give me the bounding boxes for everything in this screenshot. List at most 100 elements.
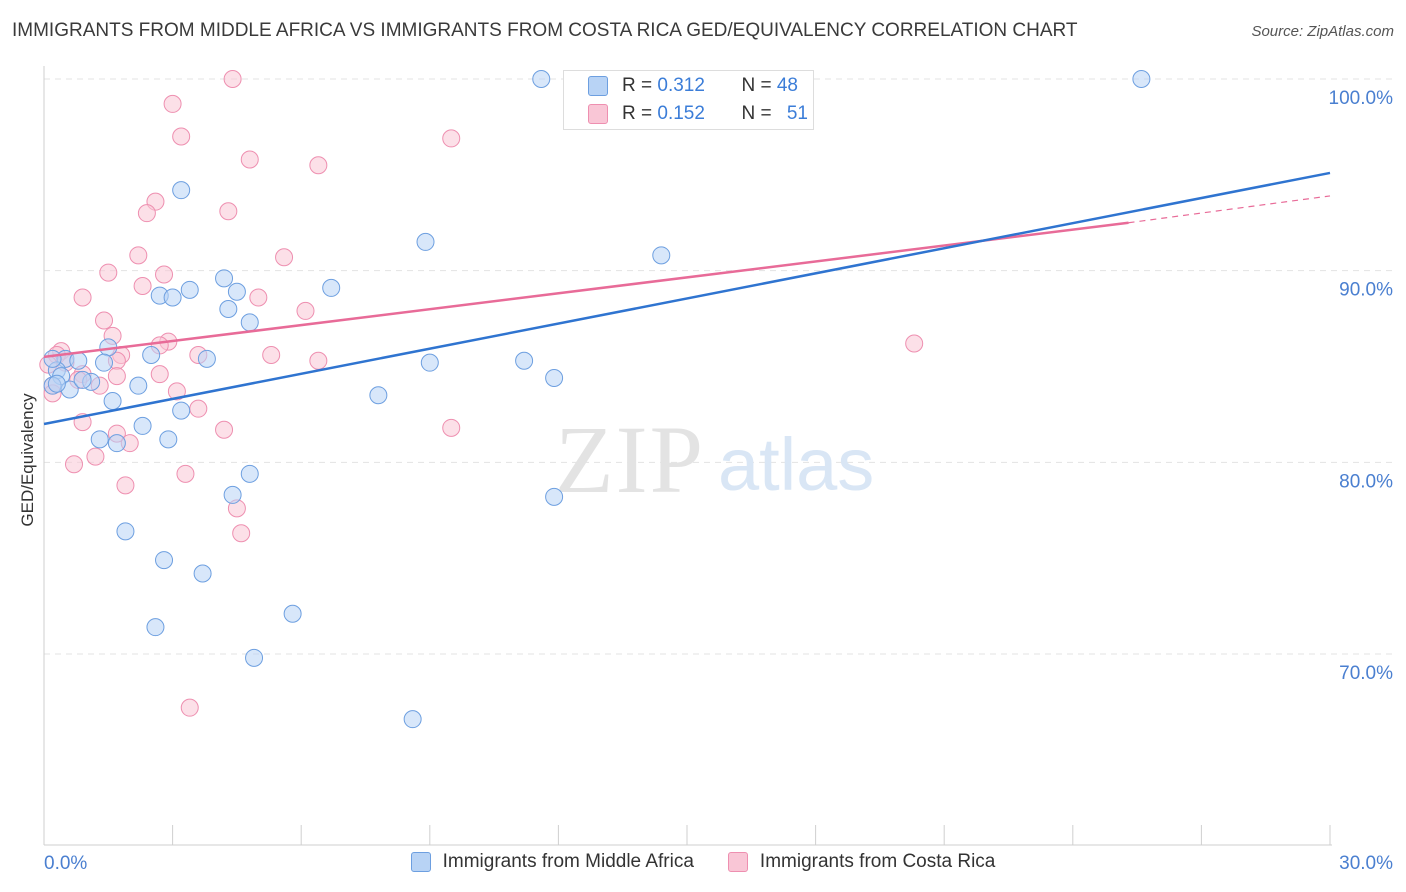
blue-swatch	[588, 76, 608, 96]
r-value: 0.312	[657, 75, 705, 96]
watermark-atlas: atlas	[718, 423, 874, 506]
data-point	[232, 524, 251, 543]
data-point	[180, 280, 199, 299]
data-point	[240, 464, 259, 483]
data-point	[47, 374, 66, 393]
data-point	[159, 430, 178, 449]
data-point	[219, 300, 238, 318]
data-point	[172, 181, 191, 200]
r-label: R =	[622, 103, 658, 124]
data-point	[133, 416, 152, 435]
data-point	[116, 476, 135, 495]
trend-line-middle-africa	[43, 171, 1331, 426]
data-point	[652, 246, 671, 265]
trend-line-costa-rica-extension	[1128, 195, 1331, 224]
data-point	[197, 349, 216, 368]
data-point	[283, 604, 302, 623]
y-tick-label: 70.0%	[1339, 663, 1393, 684]
data-point	[107, 367, 126, 386]
source-label: Source: ZipAtlas.com	[1251, 23, 1394, 40]
data-point	[262, 346, 281, 364]
data-point	[223, 70, 242, 88]
x-tick-label: 30.0%	[1339, 853, 1393, 874]
legend: Immigrants from Middle Africa Immigrants…	[0, 851, 1406, 873]
data-point	[150, 365, 169, 384]
data-point	[545, 487, 564, 506]
x-tick-label: 0.0%	[44, 853, 87, 874]
y-tick-labels: 100.0% 90.0% 80.0% 70.0%	[1329, 88, 1394, 684]
data-point	[172, 401, 191, 420]
data-point	[275, 248, 294, 267]
data-point	[129, 376, 148, 395]
data-point	[240, 313, 259, 332]
data-point	[180, 698, 199, 717]
data-point	[73, 370, 92, 389]
data-point	[309, 351, 328, 370]
y-axis-label: GED/Equivalency	[18, 393, 37, 527]
data-point	[442, 129, 461, 148]
pink-swatch	[588, 104, 608, 124]
data-point	[95, 311, 114, 330]
n-label: N =	[741, 75, 777, 96]
data-point	[240, 150, 259, 169]
data-point	[137, 204, 156, 223]
data-point	[296, 301, 315, 320]
legend-item-costa-rica[interactable]: Immigrants from Costa Rica	[727, 851, 996, 873]
r-label: R =	[622, 75, 658, 96]
data-point	[129, 246, 148, 265]
x-tick-labels: 0.0% 30.0%	[44, 853, 1393, 874]
stats-row-costa-rica: R = 0.152 N = 51	[588, 103, 808, 125]
data-point	[369, 386, 388, 405]
series-middle-africa-points	[43, 70, 1151, 729]
axes	[43, 66, 1332, 846]
legend-item-middle-africa[interactable]: Immigrants from Middle Africa	[410, 851, 694, 873]
legend-label: Immigrants from Costa Rica	[759, 851, 996, 872]
data-point	[142, 346, 161, 364]
data-point	[155, 265, 174, 284]
data-point	[322, 278, 341, 297]
data-point	[176, 464, 195, 483]
data-point	[133, 277, 152, 295]
data-point	[545, 369, 564, 387]
stats-row-middle-africa: R = 0.312 N = 48	[588, 75, 798, 97]
data-point	[155, 551, 174, 570]
chart-title: IMMIGRANTS FROM MIDDLE AFRICA VS IMMIGRA…	[12, 20, 1078, 41]
data-point	[420, 353, 439, 372]
n-value: 48	[776, 75, 798, 96]
data-point	[103, 392, 122, 410]
data-point	[442, 418, 461, 437]
data-point	[223, 485, 242, 504]
trend-lines	[43, 171, 1331, 426]
trend-line-costa-rica	[43, 221, 1129, 359]
data-point	[116, 522, 135, 541]
data-point	[245, 648, 264, 667]
data-point	[227, 282, 246, 301]
data-point	[167, 382, 186, 401]
y-tick-label: 100.0%	[1329, 88, 1394, 109]
y-tick-label: 80.0%	[1339, 471, 1393, 492]
series-costa-rica-points	[39, 70, 924, 717]
data-point	[65, 455, 84, 474]
data-point	[215, 269, 234, 288]
data-point	[219, 202, 238, 221]
data-point	[163, 288, 182, 307]
data-point	[69, 351, 88, 370]
legend-label: Immigrants from Middle Africa	[442, 851, 694, 872]
data-point	[189, 399, 208, 418]
r-value: 0.152	[657, 103, 705, 124]
data-point	[163, 94, 182, 113]
data-point	[515, 351, 534, 370]
data-point	[95, 353, 114, 372]
data-point	[107, 434, 126, 453]
data-point	[249, 288, 268, 307]
data-point	[532, 70, 551, 88]
data-point	[403, 710, 422, 729]
data-point	[99, 263, 118, 282]
watermark-zip: ZIP	[555, 406, 705, 513]
watermark: ZIP atlas	[555, 406, 874, 513]
legend-swatch-pink	[727, 852, 748, 872]
data-point	[90, 430, 109, 449]
data-point	[73, 288, 92, 307]
data-point	[86, 447, 105, 466]
